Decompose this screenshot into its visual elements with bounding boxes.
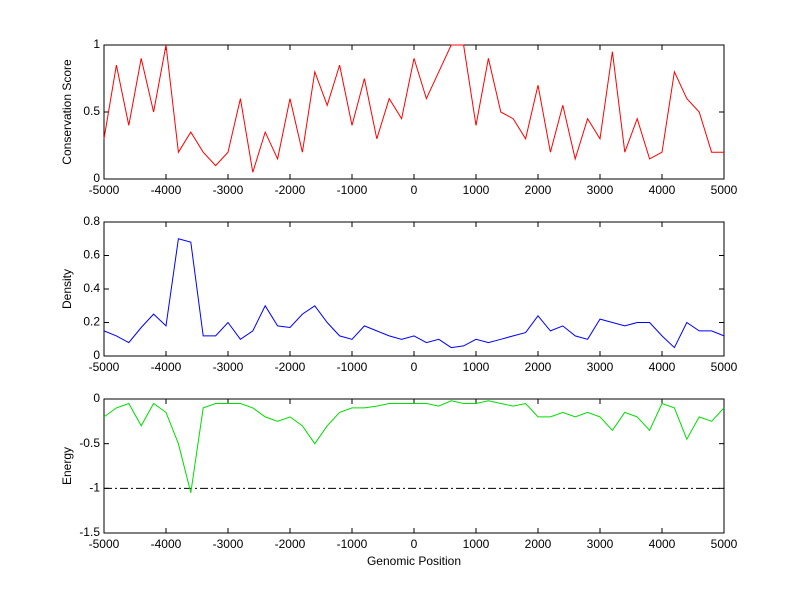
y-axis-label: Density	[60, 269, 74, 309]
y-tick-label: 0	[93, 171, 100, 185]
data-line	[103, 44, 724, 173]
x-tick-label: 1000	[463, 183, 490, 197]
x-tick-label: 4000	[649, 360, 676, 374]
y-tick-label: 0.2	[83, 315, 100, 329]
x-tick-label: 0	[411, 537, 418, 551]
x-tick-label: -3000	[213, 537, 244, 551]
x-tick-label: -2000	[275, 183, 306, 197]
x-tick-label: -4000	[151, 183, 182, 197]
x-tick-label: 3000	[587, 537, 614, 551]
x-tick-label: 4000	[649, 183, 676, 197]
y-tick-label: -0.5	[79, 436, 100, 450]
x-tick-label: 5000	[711, 360, 738, 374]
x-tick-label: -5000	[89, 537, 120, 551]
x-tick-label: -1000	[337, 360, 368, 374]
x-tick-label: -5000	[89, 360, 120, 374]
x-tick-label: -2000	[275, 360, 306, 374]
y-tick-label: -1	[89, 481, 100, 495]
x-tick-label: -1000	[337, 537, 368, 551]
data-line	[103, 238, 725, 349]
data-line	[103, 400, 725, 493]
x-tick-label: 2000	[525, 183, 552, 197]
x-axis-label: Genomic Position	[367, 554, 461, 568]
x-tick-label: 0	[411, 360, 418, 374]
axes-frame	[103, 44, 725, 180]
x-tick-label: -2000	[275, 537, 306, 551]
x-tick-label: 3000	[587, 183, 614, 197]
x-tick-label: 0	[411, 183, 418, 197]
x-tick-label: -3000	[213, 360, 244, 374]
x-tick-label: -1000	[337, 183, 368, 197]
y-tick-label: 0.4	[83, 281, 100, 295]
y-tick-label: 0.6	[83, 248, 100, 262]
y-tick-label: 1	[93, 37, 100, 51]
y-tick-label: -1.5	[79, 525, 100, 539]
x-tick-label: 3000	[587, 360, 614, 374]
y-tick-label: 0.8	[83, 214, 100, 228]
x-tick-label: -3000	[213, 183, 244, 197]
axes-frame	[103, 398, 725, 534]
x-tick-label: -5000	[89, 183, 120, 197]
y-tick-label: 0	[93, 348, 100, 362]
x-tick-label: -4000	[151, 537, 182, 551]
y-tick-label: 0	[93, 391, 100, 405]
x-tick-label: 1000	[463, 537, 490, 551]
y-axis-label: Energy	[60, 447, 74, 485]
x-tick-label: 1000	[463, 360, 490, 374]
x-tick-label: 2000	[525, 537, 552, 551]
x-tick-label: 5000	[711, 537, 738, 551]
x-tick-label: 4000	[649, 537, 676, 551]
axes-frame	[103, 221, 725, 357]
y-tick-label: 0.5	[83, 104, 100, 118]
x-tick-label: 2000	[525, 360, 552, 374]
x-tick-label: -4000	[151, 360, 182, 374]
y-axis-label: Conservation Score	[60, 59, 74, 165]
x-tick-label: 5000	[711, 183, 738, 197]
